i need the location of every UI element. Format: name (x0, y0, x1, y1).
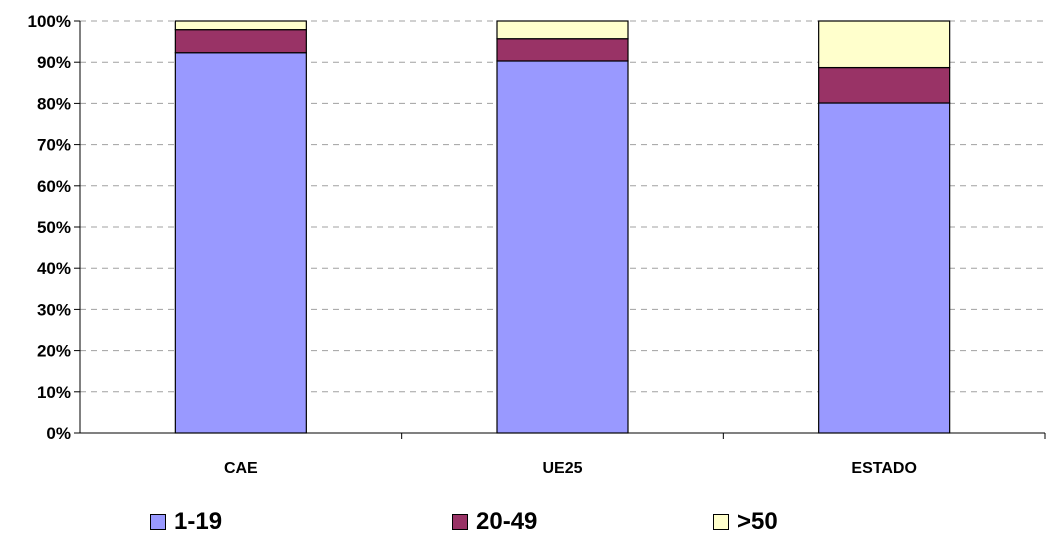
legend-swatch-gt50 (713, 514, 729, 530)
y-tick-label-9: 90% (37, 53, 71, 72)
y-tick-label-1: 10% (37, 383, 71, 402)
y-tick-label-8: 80% (37, 94, 71, 113)
bar-estado-2049 (818, 66, 951, 104)
y-tick-label-4: 40% (37, 259, 71, 278)
legend-swatch-20-49 (452, 514, 468, 530)
x-category-label-cae: CAE (224, 460, 258, 477)
y-tick-label-5: 50% (37, 218, 71, 237)
bar-ue25-2049 (496, 38, 629, 62)
bar-ue25-119 (496, 60, 629, 434)
x-axis-categories: CAE UE25 ESTADO (224, 460, 917, 477)
bar-ue25-50 (496, 20, 629, 40)
legend-label-gt50: >50 (737, 508, 778, 535)
stacked-bar-chart: 0% 10% 20% 30% 40% 50% 60% 70% 80% 90% 100% CAE UE2… (28, 12, 1046, 477)
x-category-label-estado: ESTADO (851, 460, 916, 477)
bar-cae-2049 (174, 29, 307, 54)
y-tick-label-2: 20% (37, 342, 71, 361)
legend-label-20-49: 20-49 (476, 508, 538, 535)
y-tick-label-7: 70% (37, 136, 71, 155)
y-axis-ticks: 0% 10% 20% 30% 40% 50% 60% 70% 80% 90% 100% (28, 12, 71, 443)
y-tick-label-10: 100% (28, 12, 71, 31)
legend-item-1-19: 1-19 (150, 508, 222, 536)
bars (174, 20, 951, 434)
bar-estado-50 (818, 20, 951, 69)
legend: 1-19 20-49 >50 (0, 508, 1053, 544)
bar-estado-119 (818, 102, 951, 434)
y-tick-label-6: 60% (37, 177, 71, 196)
axes (74, 20, 1046, 439)
bar-cae-119 (174, 52, 307, 434)
bar-cae-50 (174, 20, 307, 31)
legend-label-1-19: 1-19 (174, 508, 223, 535)
y-tick-label-0: 0% (46, 424, 71, 443)
legend-swatch-1-19 (150, 514, 166, 530)
x-category-label-ue25: UE25 (542, 460, 582, 477)
legend-item-gt50: >50 (713, 508, 778, 536)
legend-item-20-49: 20-49 (452, 508, 537, 536)
y-tick-label-3: 30% (37, 300, 71, 319)
